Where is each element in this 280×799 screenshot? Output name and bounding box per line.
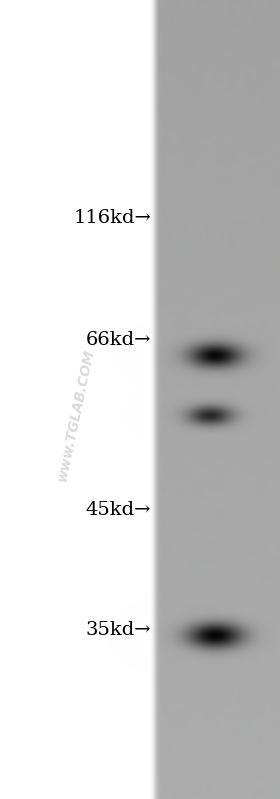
Text: 35kd→: 35kd→ xyxy=(85,621,151,639)
Text: 66kd→: 66kd→ xyxy=(85,331,151,349)
Text: 116kd→: 116kd→ xyxy=(73,209,151,227)
Text: www.TGLAB.COM: www.TGLAB.COM xyxy=(55,348,97,483)
Text: 45kd→: 45kd→ xyxy=(85,501,151,519)
